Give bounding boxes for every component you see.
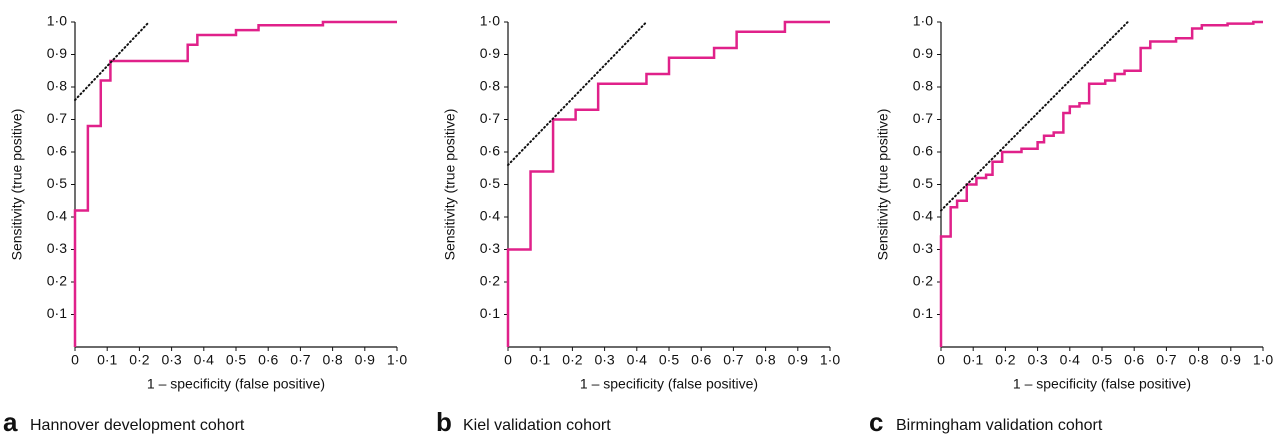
- x-tick-label: 0·3: [1027, 352, 1047, 368]
- roc-line: [940, 21, 1129, 212]
- x-tick-label: 0·5: [659, 352, 679, 368]
- y-tick-label: 0·4: [480, 208, 500, 224]
- x-tick-label: 0·7: [290, 352, 310, 368]
- panel-title: Hannover development cohort: [30, 417, 245, 434]
- x-tick-label: 0·7: [1156, 352, 1176, 368]
- x-tick-label: 0·9: [1221, 352, 1241, 368]
- x-tick-label: 0: [504, 352, 512, 368]
- y-tick-label: 0·6: [480, 143, 500, 159]
- x-tick-label: 1·0: [387, 352, 407, 368]
- x-tick-label: 0·9: [788, 352, 808, 368]
- x-tick-label: 0·2: [995, 352, 1015, 368]
- panel-title: Kiel validation cohort: [463, 417, 611, 434]
- y-tick-label: 0·7: [913, 110, 933, 126]
- x-tick-label: 0·1: [97, 352, 117, 368]
- x-tick-label: 0·1: [963, 352, 983, 368]
- y-tick-label: 1·0: [913, 13, 933, 29]
- y-tick-label: 0·8: [480, 78, 500, 94]
- y-tick-label: 0·6: [913, 143, 933, 159]
- y-tick-label: 0·9: [480, 45, 500, 61]
- x-axis-title: 1 – specificity (false positive): [1013, 376, 1191, 392]
- y-axis-title: Sensitivity (true positive): [442, 109, 458, 261]
- y-tick-label: 0·7: [480, 110, 500, 126]
- x-tick-label: 0: [937, 352, 945, 368]
- roc-line: [73, 20, 397, 347]
- x-tick-label: 0·2: [129, 352, 149, 368]
- y-axis-title: Sensitivity (true positive): [875, 109, 891, 261]
- y-tick-label: 0·2: [47, 273, 67, 289]
- y-tick-label: 0·9: [913, 45, 933, 61]
- y-tick-label: 0·4: [913, 208, 933, 224]
- x-tick-label: 0·3: [594, 352, 614, 368]
- x-tick-label: 0·8: [1188, 352, 1208, 368]
- y-tick-label: 0·5: [47, 175, 67, 191]
- x-tick-label: 0·6: [258, 352, 278, 368]
- y-tick-label: 0·2: [480, 273, 500, 289]
- x-axis-title: 1 – specificity (false positive): [147, 376, 325, 392]
- x-tick-label: 0·6: [1124, 352, 1144, 368]
- y-tick-label: 1·0: [480, 13, 500, 29]
- y-tick-label: 1·0: [47, 13, 67, 29]
- y-tick-label: 0·3: [480, 240, 500, 256]
- x-tick-label: 0·4: [1060, 352, 1080, 368]
- y-tick-label: 0·9: [47, 45, 67, 61]
- y-tick-label: 0·8: [913, 78, 933, 94]
- y-tick-label: 0·6: [47, 143, 67, 159]
- x-tick-label: 0·4: [194, 352, 214, 368]
- panel-label: a: [3, 407, 18, 437]
- y-tick-label: 0·3: [47, 240, 67, 256]
- y-tick-label: 0·1: [47, 305, 67, 321]
- x-tick-label: 0·5: [226, 352, 246, 368]
- panel-title: Birmingham validation cohort: [896, 417, 1103, 434]
- x-tick-label: 1·0: [820, 352, 840, 368]
- roc-line: [507, 21, 648, 166]
- x-tick-label: 1·0: [1253, 352, 1273, 368]
- y-tick-label: 0·4: [47, 208, 67, 224]
- y-tick-label: 0·8: [47, 78, 67, 94]
- x-tick-label: 0: [71, 352, 79, 368]
- y-axis-title: Sensitivity (true positive): [9, 109, 25, 261]
- y-tick-label: 0·1: [913, 305, 933, 321]
- x-tick-label: 0·3: [161, 352, 181, 368]
- x-tick-label: 0·6: [691, 352, 711, 368]
- roc-line: [506, 20, 830, 347]
- y-tick-label: 0·1: [480, 305, 500, 321]
- x-tick-label: 0·5: [1092, 352, 1112, 368]
- y-tick-label: 0·5: [480, 175, 500, 191]
- y-tick-label: 0·5: [913, 175, 933, 191]
- roc-line: [74, 21, 151, 101]
- roc-line: [939, 20, 1263, 347]
- x-tick-label: 0·9: [355, 352, 375, 368]
- panel-label: c: [869, 407, 883, 437]
- x-tick-label: 0·4: [627, 352, 647, 368]
- x-tick-label: 0·8: [755, 352, 775, 368]
- panel-label: b: [436, 407, 452, 437]
- x-tick-label: 0·2: [562, 352, 582, 368]
- x-tick-label: 0·8: [322, 352, 342, 368]
- x-tick-label: 0·1: [530, 352, 550, 368]
- y-tick-label: 0·2: [913, 273, 933, 289]
- x-tick-label: 0·7: [723, 352, 743, 368]
- x-axis-title: 1 – specificity (false positive): [580, 376, 758, 392]
- y-tick-label: 0·7: [47, 110, 67, 126]
- y-tick-label: 0·3: [913, 240, 933, 256]
